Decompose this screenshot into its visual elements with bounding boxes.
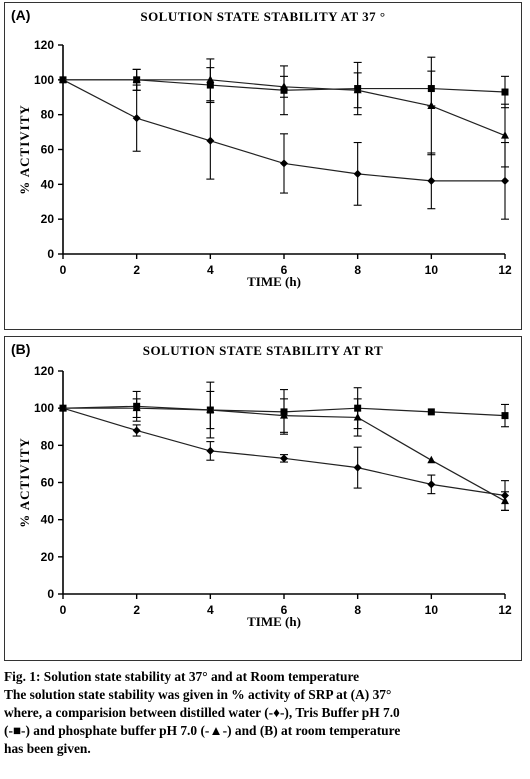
data-point-triangle [353,412,362,421]
panel-label: (A) [11,7,31,23]
y-tick-label: 120 [34,38,54,52]
caption-line: has been given. [4,741,91,756]
y-tick-label: 80 [41,438,55,452]
y-tick-label: 100 [34,73,54,87]
x-axis-label: TIME (h) [247,274,301,289]
chart-panel-b: (B) SOLUTION STATE STABILITY AT RT 0 20 40… [4,336,522,661]
x-tick-label: 8 [354,263,361,277]
data-point-triangle [427,455,436,464]
y-tick-label: 60 [41,476,55,490]
chart-title: SOLUTION STATE STABILITY AT 37 ° [140,9,386,24]
data-point-diamond [427,176,436,185]
y-axis-label: % ACTIVITY [17,104,32,195]
x-tick-label: 6 [281,603,288,617]
data-point-diamond [280,159,288,168]
data-point-diamond [501,176,509,185]
data-point-triangle [206,75,215,83]
data-point-triangle [59,75,67,83]
y-axis-label: % ACTIVITY [17,437,32,528]
x-tick-label: 4 [207,263,214,277]
caption-line: (-■-) and phosphate buffer pH 7.0 (-▲-) … [4,723,401,738]
data-point-triangle [353,85,362,94]
chart-title: SOLUTION STATE STABILITY AT RT [142,343,384,358]
y-tick-label: 20 [41,550,55,564]
data-point-diamond [427,480,436,489]
data-point-diamond [132,114,141,123]
data-point-triangle [206,405,215,414]
y-tick-label: 60 [41,143,55,157]
data-point-diamond [206,136,215,145]
data-point-square [427,408,435,416]
data-point-triangle [280,411,288,419]
x-tick-label: 10 [425,263,439,277]
data-point-triangle [427,101,436,109]
x-tick-label: 0 [60,603,67,617]
caption-line: The solution state stability was given i… [4,687,392,702]
x-tick-label: 0 [60,263,67,277]
data-point-square [501,412,509,420]
data-point-square [501,88,509,96]
data-point-triangle [59,403,67,412]
chart-svg-b: 0 20 40 60 80 100 120 0 2 4 6 8 10 12 TIME (h) % ACTIVI… [17,364,512,629]
y-tick-label: 40 [41,177,55,191]
data-point-diamond [280,454,288,463]
data-point-diamond [206,446,215,455]
y-tick-label: 20 [41,212,55,226]
x-tick-label: 2 [133,603,140,617]
chart-svg-a: 0 20 40 60 80 100 120 0 2 4 6 8 10 12 TIME (h) % ACTIVI… [17,38,512,289]
x-tick-label: 6 [281,263,288,277]
y-tick-label: 80 [41,108,55,122]
y-tick-label: 120 [34,364,54,378]
x-tick-label: 12 [498,603,512,617]
x-tick-label: 4 [207,603,214,617]
caption-line: where, a comparision between distilled w… [4,705,400,720]
panel-label: (B) [11,341,31,357]
data-point-diamond [353,463,362,472]
data-point-triangle [132,403,141,412]
x-tick-label: 12 [498,263,512,277]
data-point-triangle [501,496,509,505]
chart-panel-a: (A) SOLUTION STATE STABILITY AT 37 ° 0 20… [4,2,522,330]
data-point-diamond [353,169,362,178]
data-point-triangle [132,75,141,83]
data-point-diamond [132,426,141,435]
y-tick-label: 0 [47,247,54,261]
x-tick-label: 10 [425,603,439,617]
y-tick-label: 40 [41,513,55,527]
y-tick-label: 0 [47,587,54,601]
y-tick-label: 100 [34,401,54,415]
x-axis-label: TIME (h) [247,614,301,629]
data-point-triangle [501,131,509,139]
x-tick-label: 2 [133,263,140,277]
figure-caption: Fig. 1: Solution state stability at 37° … [4,668,524,758]
x-tick-label: 8 [354,603,361,617]
data-point-triangle [280,82,288,90]
caption-line: Fig. 1: Solution state stability at 37° … [4,669,360,684]
